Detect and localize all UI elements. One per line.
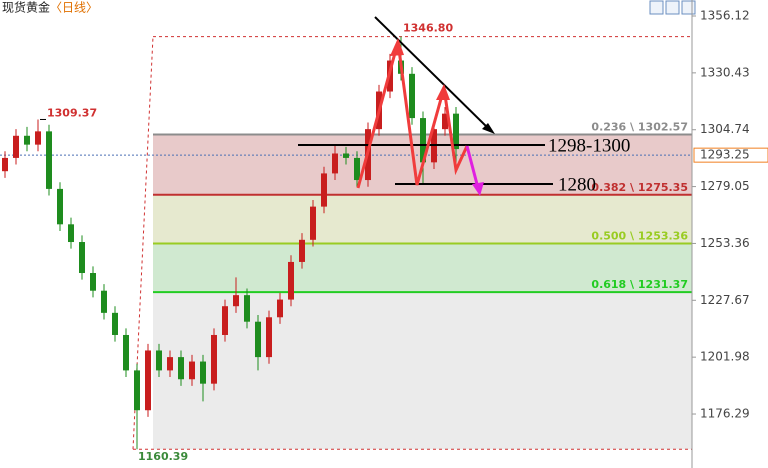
- fib-label: 0.382 \ 1275.35: [591, 181, 688, 194]
- y-tick-label: 1356.12: [700, 9, 750, 23]
- candle-body: [123, 334, 129, 371]
- candle-body: [13, 135, 19, 158]
- fib-zone: [153, 194, 692, 244]
- candle-body: [24, 135, 30, 145]
- candle-body: [354, 157, 360, 181]
- candle-body: [35, 131, 41, 145]
- annotation: 1280: [558, 174, 596, 195]
- candle-body: [134, 370, 140, 411]
- forecast-arrow: [465, 145, 480, 189]
- candle-body: [46, 131, 52, 189]
- y-tick-label: 1330.43: [700, 65, 750, 79]
- y-tick-label: 1253.36: [700, 236, 750, 250]
- toolbar-button[interactable]: [681, 0, 696, 15]
- arrow-head: [436, 84, 450, 100]
- candle-body: [90, 273, 96, 291]
- current-price-label: 1293.25: [700, 148, 750, 162]
- candle-body: [310, 206, 316, 240]
- candle-body: [255, 321, 261, 358]
- period-label: 〈日线〉: [50, 1, 98, 15]
- candle-body: [211, 334, 217, 384]
- candle-body: [277, 299, 283, 318]
- candle-body: [233, 295, 239, 307]
- prev-high-label: 1309.37: [47, 106, 97, 119]
- candle-body: [266, 317, 272, 358]
- y-tick-label: 1279.05: [700, 179, 750, 193]
- candle-body: [57, 188, 63, 225]
- range-high-label: 1346.80: [403, 22, 453, 35]
- zones: 0.236 \ 1302.57 0.382 \ 1275.35 0.500 \ 12…: [0, 36, 692, 450]
- candle-body: [222, 306, 228, 335]
- candle-body: [79, 242, 85, 274]
- y-tick-label: 1227.67: [700, 293, 750, 307]
- current-price-box: [693, 147, 768, 163]
- fib-label: 0.236 \ 1302.57: [591, 121, 688, 134]
- candle-body: [167, 357, 173, 371]
- toolbar[interactable]: [649, 0, 696, 15]
- candle-body: [156, 350, 162, 371]
- chart-title: 现货黄金: [2, 0, 50, 15]
- range-low-label: 1160.39: [138, 450, 188, 463]
- overlay: 1298-1300 1280: [298, 16, 630, 196]
- candle-body: [68, 224, 74, 243]
- candle-body: [101, 290, 107, 313]
- candle-body: [343, 153, 349, 158]
- wave-arrow: [356, 41, 469, 189]
- fib-zone: [153, 243, 692, 293]
- toolbar-button[interactable]: [649, 0, 664, 15]
- y-tick-label: 1176.29: [700, 407, 750, 421]
- candle-body: [409, 73, 415, 119]
- arrow-head: [472, 182, 484, 196]
- fib-label: 0.618 \ 1231.37: [591, 278, 688, 291]
- candle-body: [2, 157, 8, 172]
- y-tick-label: 1304.74: [700, 122, 750, 136]
- candle-body: [112, 312, 118, 335]
- annotation: 1298-1300: [548, 135, 630, 156]
- candle-body: [420, 118, 426, 163]
- candle-body: [453, 113, 459, 150]
- y-tick-label: 1201.98: [700, 350, 750, 364]
- candle-body: [244, 295, 250, 322]
- candle-body: [189, 361, 195, 380]
- candle-body: [200, 361, 206, 384]
- candle-body: [288, 261, 294, 300]
- candle-body: [442, 113, 448, 130]
- candle-body: [178, 357, 184, 380]
- trend-line: [374, 16, 491, 131]
- candle-body: [321, 173, 327, 207]
- arrow-head: [482, 123, 495, 134]
- fib-zone: [153, 292, 692, 450]
- fib-label: 0.500 \ 1253.36: [591, 229, 688, 242]
- arrow-head: [390, 38, 404, 56]
- toolbar-button[interactable]: [665, 0, 680, 15]
- candle-body: [145, 350, 151, 411]
- candle-body: [299, 239, 305, 262]
- candle-body: [332, 153, 338, 174]
